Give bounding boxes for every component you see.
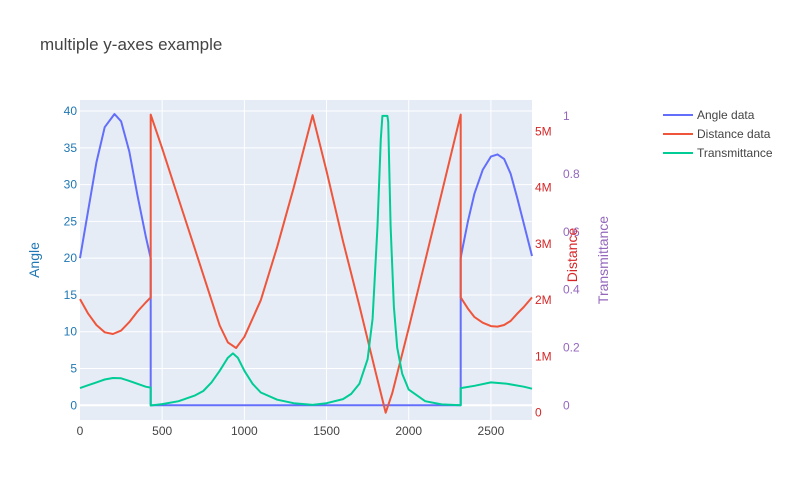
y-tick-label: 5: [70, 362, 77, 376]
series-line-angle-data: [79, 113, 533, 407]
x-tick-label: 0: [77, 424, 84, 438]
y-tick-label: 20: [64, 251, 78, 265]
y-axis-title: Angle: [26, 242, 42, 278]
y3-tick-label: 1: [563, 109, 570, 123]
y-tick-label: 35: [64, 141, 78, 155]
x-tick-label: 500: [152, 424, 172, 438]
legend-item-transmittance[interactable]: Transmittance: [663, 146, 773, 160]
y-tick-label: 25: [64, 214, 78, 228]
legend-label: Transmittance: [697, 146, 773, 160]
y-tick-label: 10: [64, 325, 78, 339]
y-tick-label: 40: [64, 104, 78, 118]
legend-item-distance-data[interactable]: Distance data: [663, 127, 771, 141]
y3-tick-label: 0.2: [563, 341, 580, 355]
y2-tick-label: 5M: [535, 124, 552, 138]
y3-tick-label: 0.8: [563, 167, 580, 181]
y2-tick-label: 2M: [535, 293, 552, 307]
y2-tick-label: 3M: [535, 237, 552, 251]
chart-title: multiple y-axes example: [40, 35, 222, 54]
y3-axis-title: Transmittance: [595, 216, 611, 304]
y2-tick-label: 4M: [535, 181, 552, 195]
x-tick-label: 2000: [395, 424, 422, 438]
legend[interactable]: Angle data Distance data Transmittance: [663, 108, 773, 160]
y3-tick-label: 0.4: [563, 283, 580, 297]
y-tick-label: 30: [64, 178, 78, 192]
series-line-distance-data: [79, 113, 533, 414]
series-line-transmittance: [79, 114, 533, 407]
y3-tick-label: 0: [563, 399, 570, 413]
plot-background: [80, 100, 532, 420]
legend-label: Angle data: [697, 108, 755, 122]
y-tick-label: 15: [64, 288, 78, 302]
legend-item-angle-data[interactable]: Angle data: [663, 108, 755, 122]
series-lines: [79, 113, 533, 414]
axes: 0 500 1000 1500 2000 2500051015202530354001M2…: [64, 104, 580, 438]
y2-tick-label: 0: [535, 406, 542, 420]
x-tick-label: 2500: [478, 424, 505, 438]
x-tick-label: 1500: [313, 424, 340, 438]
legend-label: Distance data: [697, 127, 771, 141]
y3-tick-label: 0.6: [563, 225, 580, 239]
y2-axis-title: Distance: [564, 228, 580, 283]
x-tick-label: 1000: [231, 424, 258, 438]
y2-tick-label: 1M: [535, 349, 552, 363]
y-tick-label: 0: [70, 398, 77, 412]
